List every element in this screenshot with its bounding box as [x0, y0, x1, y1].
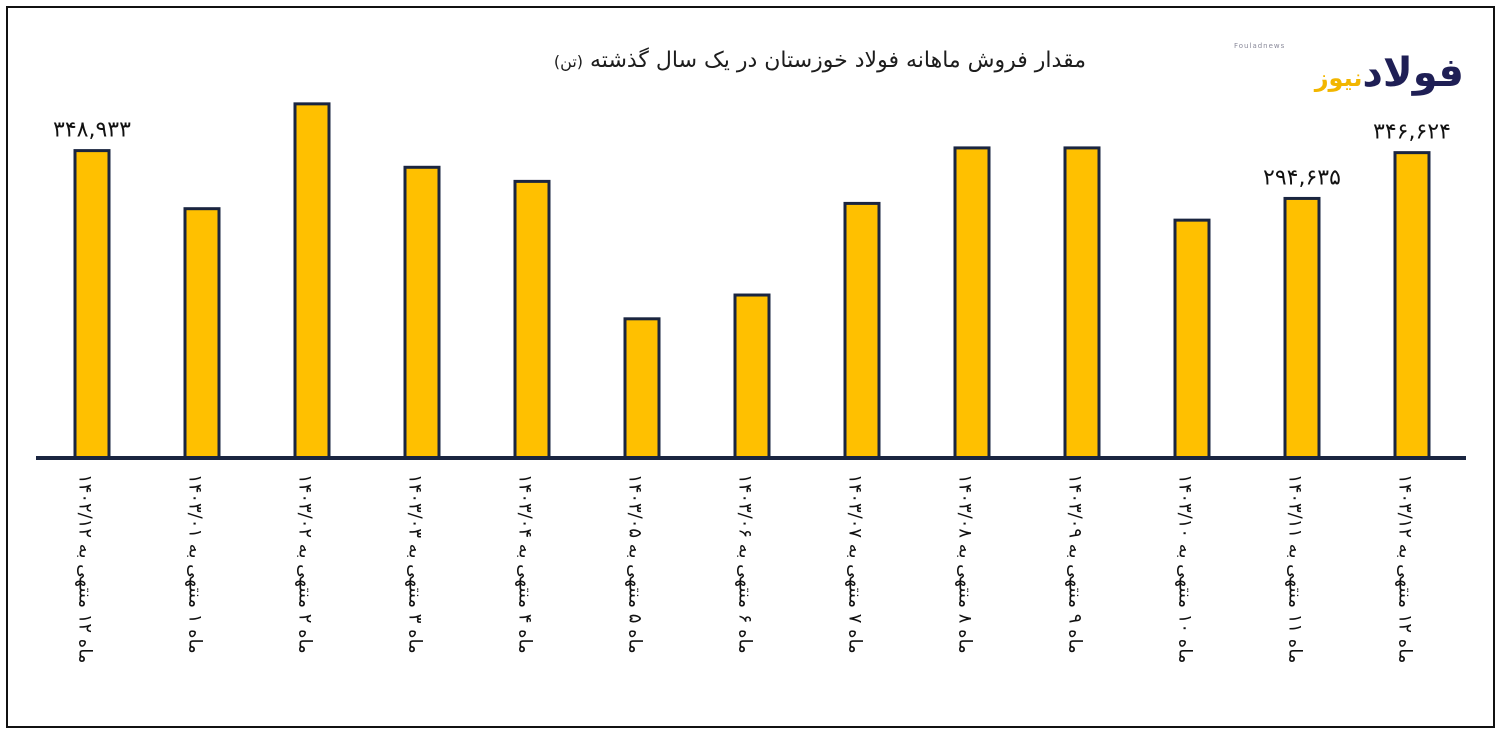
chart-title-unit: (تن) [553, 52, 584, 71]
logo-word-main: فولاد [1362, 50, 1464, 96]
bar [733, 293, 771, 460]
x-tick-label: ماه ۹ منتهی به ۱۴۰۳/۰۹ [1065, 474, 1086, 654]
x-tick-label: ماه ۱۲ منتهی به ۱۴۰۲/۱۲ [75, 474, 96, 663]
bar [623, 317, 661, 460]
x-tick-label: ماه ۱ منتهی به ۱۴۰۳/۰۱ [185, 474, 206, 654]
x-tick-label: ماه ۲ منتهی به ۱۴۰۳/۰۲ [295, 474, 316, 654]
x-tick-label: ماه ۵ منتهی به ۱۴۰۳/۰۵ [625, 474, 646, 654]
bar [1173, 218, 1211, 460]
logo-word-accent: نیوز [1314, 64, 1363, 92]
x-tick-label: ماه ۷ منتهی به ۱۴۰۳/۰۷ [845, 474, 866, 654]
x-tick-label: ماه ۱۱ منتهی به ۱۴۰۳/۱۱ [1285, 474, 1306, 663]
bar [293, 102, 331, 460]
x-tick-label: ماه ۴ منتهی به ۱۴۰۳/۰۴ [515, 474, 536, 654]
bar [953, 146, 991, 460]
bar-data-label: ۲۹۴,۶۳۵ [1263, 165, 1341, 190]
chart-title: مقدار فروش ماهانه فولاد خوزستان در یک سا… [308, 48, 1086, 88]
bar [1283, 196, 1321, 460]
logo-small-text: Fouladnews [1234, 42, 1286, 50]
bar [1063, 146, 1101, 460]
chart-plot: ۳۴۸,۹۳۳ ۲۹۴,۶۳۵ ۳۴۶,۶۲۴ ماه ۱۲ منتهی به ۱۴… [36, 102, 1466, 663]
bar-data-label: ۳۴۸,۹۳۳ [53, 118, 131, 143]
x-tick-label: ماه ۱۲ منتهی به ۱۴۰۳/۱۲ [1395, 474, 1416, 663]
bar [1393, 151, 1431, 460]
brand-logo: Fouladnews فولادنیوز [1226, 36, 1476, 116]
bar [73, 149, 111, 460]
bar [183, 207, 221, 460]
bar [513, 179, 551, 460]
x-tick-label: ماه ۸ منتهی به ۱۴۰۳/۰۸ [955, 474, 976, 654]
logo-wordmark: فولادنیوز [1315, 50, 1464, 96]
chart-title-text: مقدار فروش ماهانه فولاد خوزستان در یک سا… [590, 48, 1086, 73]
x-tick-label: ماه ۳ منتهی به ۱۴۰۳/۰۳ [405, 474, 426, 654]
bar-data-label: ۳۴۶,۶۲۴ [1373, 120, 1451, 145]
bar [403, 165, 441, 460]
x-tick-label: ماه ۱۰ منتهی به ۱۴۰۳/۱۰ [1175, 474, 1196, 663]
bar [843, 201, 881, 460]
x-tick-label: ماه ۶ منتهی به ۱۴۰۳/۰۶ [735, 474, 756, 654]
chart-frame: ۳۴۸,۹۳۳ ۲۹۴,۶۳۵ ۳۴۶,۶۲۴ ماه ۱۲ منتهی به ۱۴… [6, 6, 1495, 728]
